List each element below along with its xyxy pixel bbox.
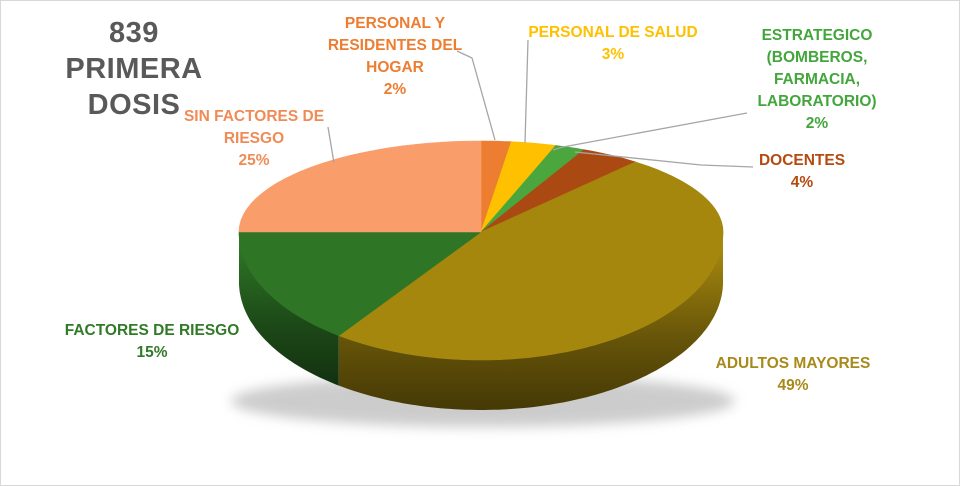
chart-title-text: PRIMERA DOSIS <box>65 53 203 121</box>
leader-line-personal-de-salud <box>524 39 529 144</box>
pie-slice-factores-de-riesgo <box>238 231 482 336</box>
pie-slice-side-factores-de-riesgo <box>239 232 339 386</box>
leader-lines <box>327 39 754 168</box>
pie-slice-estrategico-bomberos-farmacia-laboratorio <box>480 145 585 233</box>
leader-line-personal-y-residentes-del-hogar <box>456 50 496 141</box>
leader-line-estrategico-bomberos-farmacia-laboratorio <box>552 112 748 151</box>
pie-side-walls <box>239 232 723 410</box>
leader-line-docentes <box>574 151 754 168</box>
pie-slice-personal-de-salud <box>480 141 557 233</box>
pie-slice-adultos-mayores <box>338 161 724 361</box>
chart-title-value: 839 <box>109 17 159 49</box>
pie-slice-side-adultos-mayores <box>338 232 723 410</box>
chart-title: 839 PRIMERA DOSIS <box>16 15 252 123</box>
pie-slice-sin-factores-de-riesgo <box>238 140 482 233</box>
pie-top-faces <box>238 140 724 361</box>
leader-line-sin-factores-de-riesgo <box>327 126 335 164</box>
